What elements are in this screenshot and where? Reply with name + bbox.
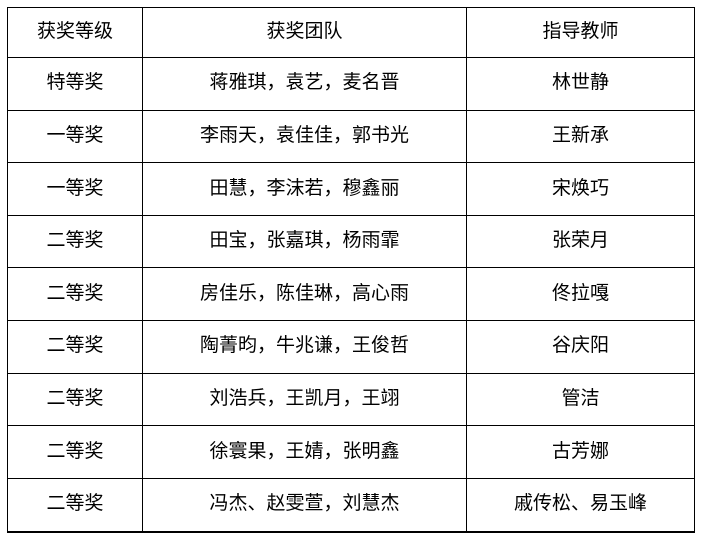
table-row: 二等奖 房佳乐，陈佳琳，高心雨 佟拉嘎 bbox=[7, 267, 695, 321]
teacher-cell: 宋焕巧 bbox=[466, 162, 695, 216]
column-header-award-team: 获奖团队 bbox=[142, 7, 467, 58]
award-level-cell: 二等奖 bbox=[7, 319, 143, 374]
award-team-cell: 房佳乐，陈佳琳，高心雨 bbox=[142, 267, 467, 321]
award-level-cell: 二等奖 bbox=[7, 214, 143, 269]
award-level-cell: 二等奖 bbox=[7, 425, 143, 479]
table-row: 特等奖 蒋雅琪，袁艺，麦名晋 林世静 bbox=[7, 57, 695, 111]
column-header-teacher: 指导教师 bbox=[466, 7, 695, 58]
teacher-cell: 佟拉嘎 bbox=[466, 267, 695, 321]
award-level-cell: 一等奖 bbox=[7, 109, 143, 164]
award-level-cell: 一等奖 bbox=[7, 162, 143, 216]
award-level-cell: 二等奖 bbox=[7, 477, 143, 533]
column-header-award-level: 获奖等级 bbox=[7, 7, 143, 58]
table-row: 二等奖 徐寰果，王婧，张明鑫 古芳娜 bbox=[7, 425, 695, 479]
teacher-cell: 戚传松、易玉峰 bbox=[466, 477, 695, 533]
award-team-cell: 蒋雅琪，袁艺，麦名晋 bbox=[142, 57, 467, 111]
teacher-cell: 管洁 bbox=[466, 372, 695, 427]
awards-table-header: 获奖等级 获奖团队 指导教师 bbox=[7, 7, 695, 58]
awards-table-body: 特等奖 蒋雅琪，袁艺，麦名晋 林世静 一等奖 李雨天，袁佳佳，郭书光 王新承 一等奖 田慧，李… bbox=[7, 57, 695, 533]
table-row: 二等奖 田宝，张嘉琪，杨雨霏 张荣月 bbox=[7, 214, 695, 269]
table-row: 一等奖 李雨天，袁佳佳，郭书光 王新承 bbox=[7, 109, 695, 164]
table-row: 二等奖 陶菁昀，牛兆谦，王俊哲 谷庆阳 bbox=[7, 319, 695, 374]
award-team-cell: 田宝，张嘉琪，杨雨霏 bbox=[142, 214, 467, 269]
table-row: 二等奖 刘浩兵，王凯月，王翊 管洁 bbox=[7, 372, 695, 427]
award-level-cell: 二等奖 bbox=[7, 372, 143, 427]
award-level-cell: 二等奖 bbox=[7, 267, 143, 321]
awards-table: 获奖等级 获奖团队 指导教师 特等奖 蒋雅琪，袁艺，麦名晋 林世静 一等奖 李雨天，袁佳… bbox=[7, 7, 695, 533]
table-row: 一等奖 田慧，李沫若，穆鑫丽 宋焕巧 bbox=[7, 162, 695, 216]
teacher-cell: 王新承 bbox=[466, 109, 695, 164]
table-row: 二等奖 冯杰、赵雯萱，刘慧杰 戚传松、易玉峰 bbox=[7, 477, 695, 533]
teacher-cell: 谷庆阳 bbox=[466, 319, 695, 374]
award-team-cell: 冯杰、赵雯萱，刘慧杰 bbox=[142, 477, 467, 533]
award-team-cell: 徐寰果，王婧，张明鑫 bbox=[142, 425, 467, 479]
teacher-cell: 林世静 bbox=[466, 57, 695, 111]
teacher-cell: 古芳娜 bbox=[466, 425, 695, 479]
award-team-cell: 田慧，李沫若，穆鑫丽 bbox=[142, 162, 467, 216]
award-team-cell: 李雨天，袁佳佳，郭书光 bbox=[142, 109, 467, 164]
award-level-cell: 特等奖 bbox=[7, 57, 143, 111]
award-team-cell: 刘浩兵，王凯月，王翊 bbox=[142, 372, 467, 427]
award-team-cell: 陶菁昀，牛兆谦，王俊哲 bbox=[142, 319, 467, 374]
teacher-cell: 张荣月 bbox=[466, 214, 695, 269]
header-row: 获奖等级 获奖团队 指导教师 bbox=[7, 7, 695, 58]
